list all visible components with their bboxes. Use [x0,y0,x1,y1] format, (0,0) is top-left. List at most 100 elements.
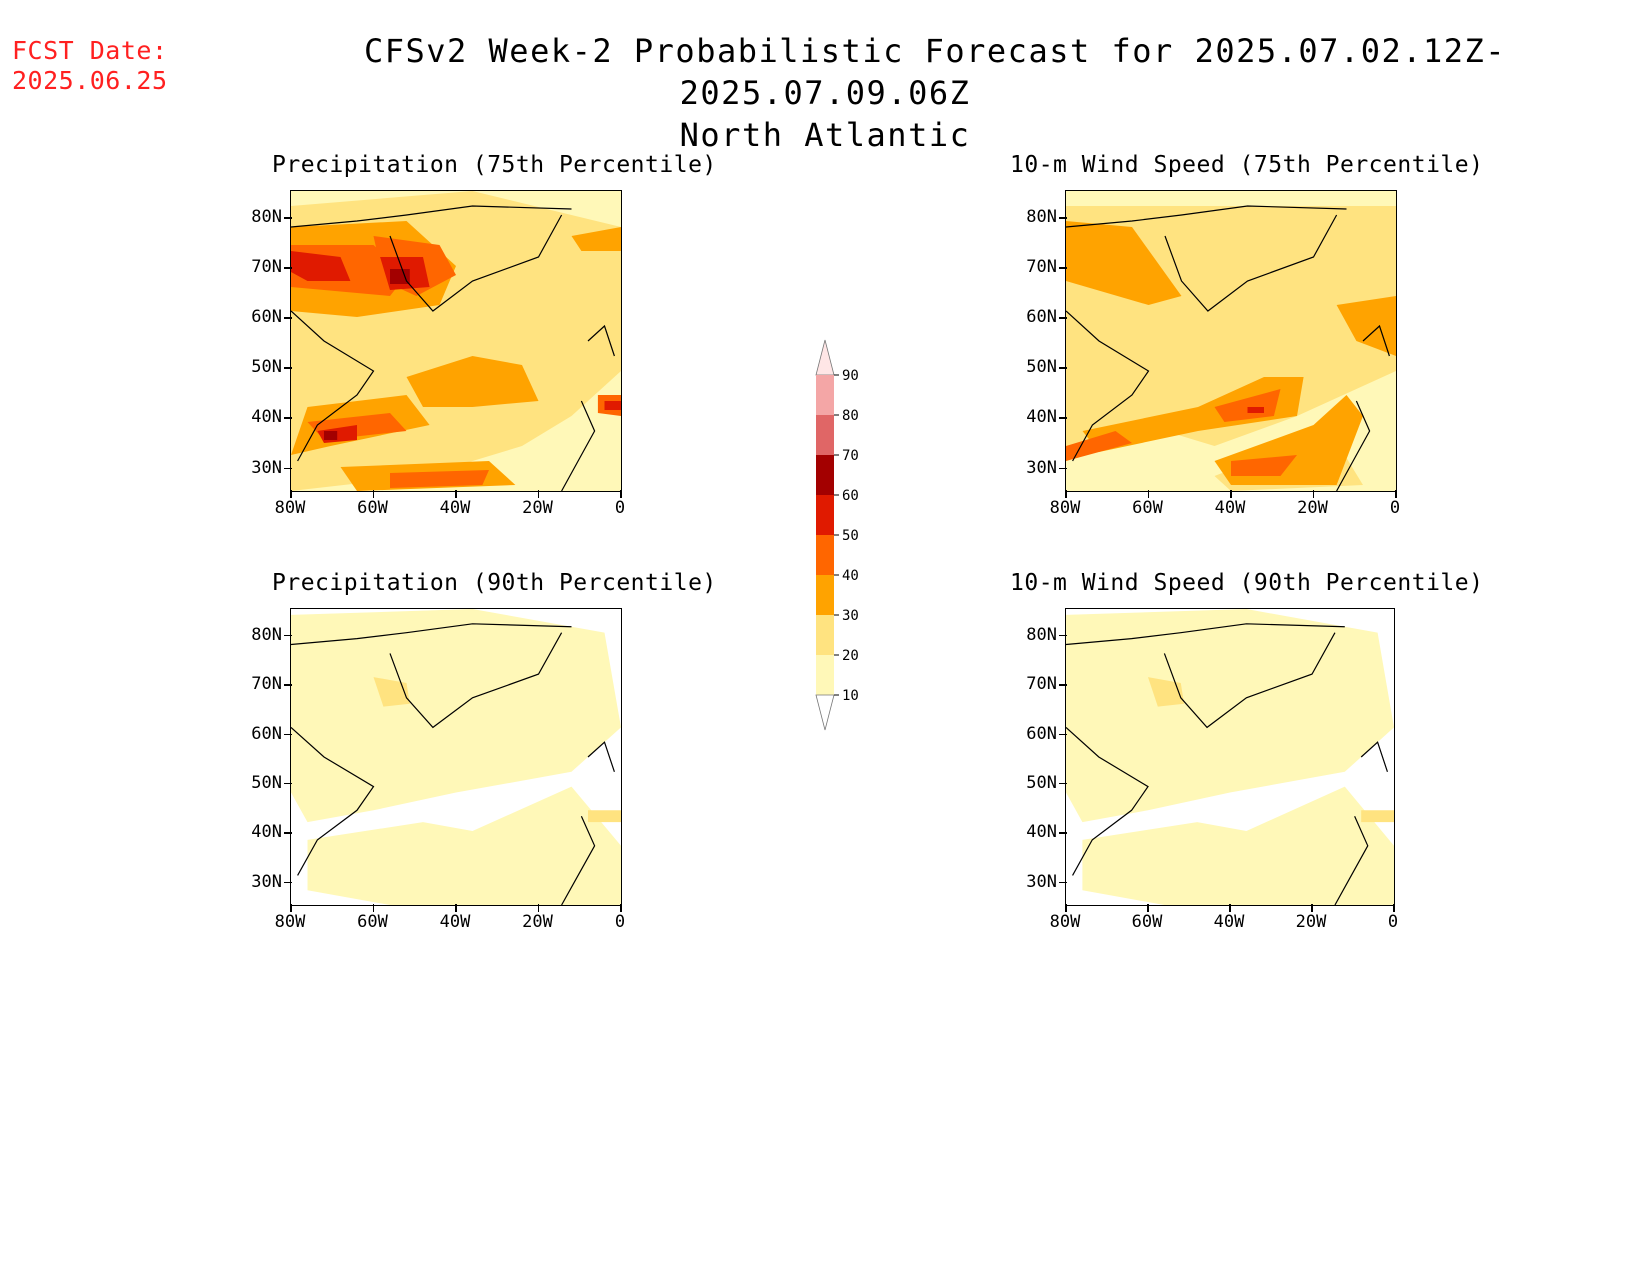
panel-title: 10-m Wind Speed (75th Percentile) [1010,152,1484,178]
probability-field [1066,609,1394,905]
lon-tick-mark [620,490,622,498]
panel-title: 10-m Wind Speed (90th Percentile) [1010,570,1484,596]
colorbar-label: 50 [842,528,859,544]
colorbar-segment [816,615,834,655]
lon-tick-label: 0 [614,498,626,518]
colorbar-label: 70 [842,448,859,464]
lon-tick-label: 40W [439,498,471,518]
lat-tick-label: 50N [251,357,282,378]
lat-tick-mark [1059,267,1067,269]
lat-tick-label: 70N [1026,257,1057,278]
lat-tick-mark [1059,634,1067,637]
lon-tick-mark [1065,904,1067,912]
lon-tick-label: 0 [1387,912,1399,932]
lat-tick-label: 60N [251,307,282,328]
lat-tick-label: 60N [1026,307,1057,328]
lon-tick-label: 60W [1132,498,1163,518]
lat-tick-mark [284,684,292,686]
fcst-date-value: 2025.06.25 [12,66,168,95]
colorbar-cap-bottom [815,694,835,731]
contour-level-40 [1066,389,1297,476]
forecast-date-block: FCST Date: 2025.06.25 [12,36,168,96]
colorbar-segment [816,495,834,535]
colorbar-label: 90 [842,368,859,384]
coastline [291,205,615,491]
lat-tick-label: 70N [1026,674,1057,695]
colorbar-label: 80 [842,408,859,424]
lon-tick-mark [455,490,457,498]
contour-level-10 [291,609,621,905]
coastline [1066,623,1389,905]
colorbar-label: 40 [842,568,859,584]
lat-tick-label: 70N [251,257,282,278]
lon-tick-label: 60W [1131,912,1163,932]
lon-tick-mark [1147,904,1149,912]
lon-tick-mark [1147,490,1149,498]
lon-tick-mark [1230,490,1232,498]
lat-tick-mark [1059,782,1067,785]
map-plot-area [1065,190,1397,492]
lon-tick-mark [1311,904,1313,912]
lon-tick-label: 40W [1213,912,1245,932]
lon-tick-label: 20W [522,912,553,932]
lat-tick-label: 80N [251,207,282,227]
lon-tick-mark [372,490,374,498]
lon-tick-mark [537,904,539,912]
contour-level-20 [1148,677,1394,823]
lon-tick-label: 80W [274,912,306,932]
colorbar-segment [816,455,834,495]
lon-tick-mark [1229,904,1231,912]
lat-tick-label: 60N [1026,723,1057,744]
lon-tick-mark [455,904,457,912]
lat-tick-mark [1059,317,1067,319]
lat-tick-mark [284,881,292,884]
lat-tick-mark [1059,684,1067,686]
lon-tick-label: 20W [1297,498,1328,518]
panel-title: Precipitation (90th Percentile) [272,570,717,596]
lat-tick-label: 40N [251,407,282,428]
lon-tick-label: 60W [357,498,388,518]
lat-tick-mark [284,417,292,419]
map-plot-area [1065,608,1395,906]
lat-tick-label: 70N [251,674,282,695]
lat-tick-label: 50N [1026,357,1057,378]
colorbar-segment [816,575,834,615]
coastline [291,623,615,905]
colorbar-segment [816,375,834,415]
lon-tick-label: 0 [614,912,626,932]
probability-field [1066,191,1396,491]
lat-tick-mark [1059,881,1067,884]
region-subtitle: North Atlantic [679,116,971,154]
lat-tick-label: 30N [1026,871,1057,892]
lat-tick-label: 80N [1026,624,1057,645]
lat-tick-label: 30N [251,871,282,892]
colorbar-label: 10 [842,688,859,704]
colorbar-legend: 90 80 70 60 50 40 30 20 10 [810,335,930,745]
lat-tick-label: 30N [251,457,282,478]
lat-tick-mark [1059,733,1067,735]
lon-tick-label: 80W [1049,912,1081,932]
lat-tick-mark [284,634,292,637]
lon-tick-mark [290,490,292,498]
colorbar-segment [816,415,834,455]
lat-tick-mark [1059,417,1067,419]
lat-tick-label: 40N [1026,822,1057,843]
contour-level-50 [291,251,621,443]
lon-tick-mark [1312,490,1314,498]
contour-level-50 [1247,407,1264,413]
fcst-date-label: FCST Date: [12,36,168,65]
probability-field [291,609,621,905]
contour-level-30 [1066,221,1396,485]
lon-tick-label: 80W [1049,498,1081,518]
page-title: CFSv2 Week-2 Probabilistic Forecast for … [363,32,1507,112]
lon-tick-label: 20W [1295,912,1327,932]
lat-tick-label: 50N [1026,772,1057,793]
lat-tick-mark [284,467,292,469]
lon-tick-label: 20W [522,498,553,518]
lat-tick-mark [284,782,292,785]
colorbar-cap-top [815,339,835,376]
lat-tick-mark [1059,367,1067,369]
panel-title: Precipitation (75th Percentile) [272,152,717,178]
lon-tick-label: 80W [274,498,306,518]
lon-tick-label: 60W [357,912,388,932]
